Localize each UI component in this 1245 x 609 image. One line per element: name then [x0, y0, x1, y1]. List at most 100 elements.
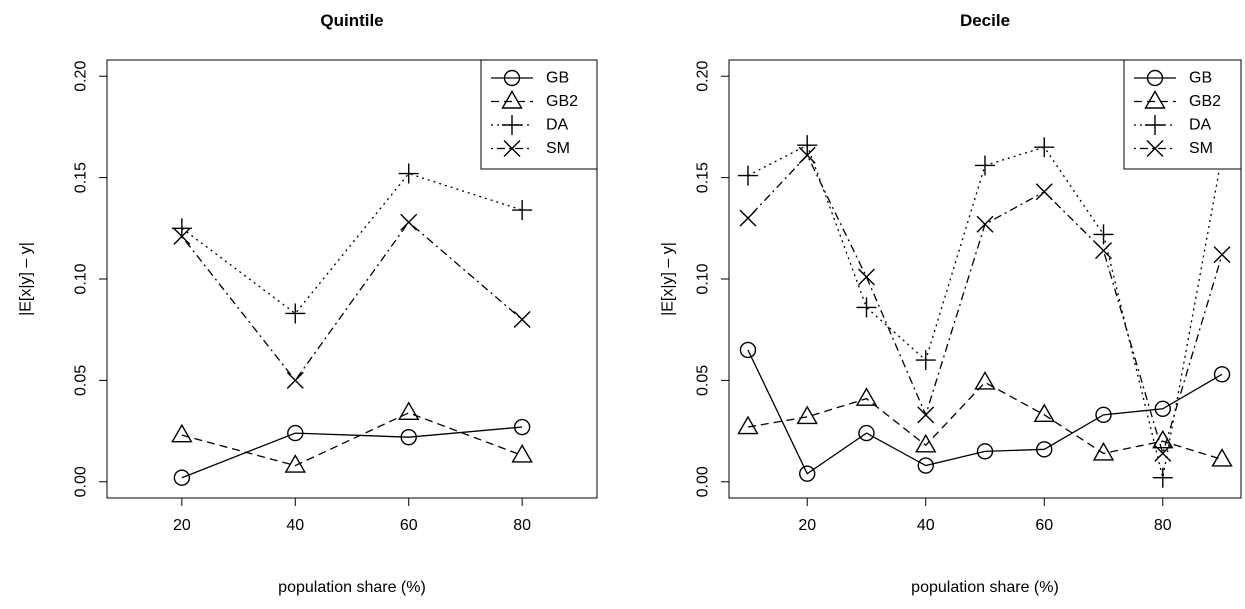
- point-gb-1: [287, 424, 304, 442]
- series-gb2: [737, 371, 1233, 467]
- legend-label-da: DA: [1189, 117, 1212, 134]
- x-axis-label: population share (%): [278, 579, 426, 596]
- y-axis: 0.00 0.05 0.10 0.15 0.20: [695, 61, 729, 497]
- x-tick-label: 20: [798, 517, 816, 534]
- series-sm: [173, 213, 531, 389]
- series-gb: [739, 341, 1231, 482]
- point-gb2-3: [915, 433, 937, 453]
- legend-marker-gb: [503, 69, 521, 87]
- point-da-2: [856, 297, 877, 318]
- legend-label-sm: SM: [546, 140, 570, 157]
- point-sm-3: [513, 311, 531, 329]
- series-line-da: [747, 144, 1223, 478]
- legend-label-gb2: GB2: [1189, 93, 1221, 110]
- point-sm-2: [857, 268, 875, 286]
- series-da: [737, 135, 1233, 488]
- chart-panel-quintile: Quintile population share (%) |E[x|y] – y|…: [18, 11, 598, 596]
- point-sm-7: [1154, 444, 1172, 462]
- point-gb2-0: [171, 423, 193, 443]
- point-sm-6: [1095, 242, 1113, 260]
- series-line-gb: [747, 349, 1223, 475]
- point-gb-2: [858, 424, 875, 442]
- series-line-sm: [747, 154, 1223, 456]
- legend: GB GB2 DA SM: [1123, 59, 1242, 170]
- point-gb-0: [173, 469, 191, 486]
- point-gb2-2: [398, 401, 420, 421]
- point-gb-4: [976, 443, 994, 460]
- chart-title: Quintile: [320, 11, 383, 30]
- x-axis-label: population share (%): [911, 579, 1059, 596]
- point-da-2: [398, 163, 419, 184]
- point-da-7: [1152, 467, 1173, 488]
- point-gb-3: [513, 418, 531, 436]
- legend-marker-da: [1145, 115, 1165, 135]
- series-gb: [173, 418, 531, 486]
- series-line-sm: [181, 221, 523, 382]
- point-gb2-8: [1211, 448, 1233, 467]
- x-tick-label: 40: [286, 517, 304, 534]
- legend-marker-gb2: [501, 90, 523, 109]
- y-tick-label: 0.10: [695, 263, 712, 294]
- series-gb2: [171, 401, 533, 473]
- y-tick-label: 0.10: [73, 263, 90, 294]
- legend-marker-gb: [1146, 69, 1164, 87]
- chart-title: Decile: [960, 11, 1010, 30]
- series-da: [171, 163, 533, 324]
- point-gb2-0: [737, 415, 759, 435]
- legend-label-gb2: GB2: [546, 93, 578, 110]
- point-gb-2: [400, 428, 417, 446]
- point-gb2-6: [1092, 441, 1115, 461]
- y-tick-label: 0.05: [73, 365, 90, 396]
- point-gb2-1: [796, 405, 818, 425]
- point-gb2-2: [855, 387, 878, 406]
- series-sm: [739, 146, 1231, 462]
- y-tick-label: 0.05: [695, 365, 712, 396]
- y-tick-label: 0.15: [73, 162, 90, 193]
- point-gb-8: [1213, 366, 1231, 383]
- y-tick-label: 0.00: [695, 466, 712, 497]
- point-sm-1: [798, 146, 816, 164]
- legend-marker-da: [502, 115, 522, 135]
- x-axis: 20 40 60 80: [173, 497, 531, 534]
- point-da-1: [797, 135, 818, 156]
- y-axis: 0.00 0.05 0.10 0.15 0.20: [73, 61, 107, 497]
- point-sm-4: [976, 215, 994, 233]
- y-tick-label: 0.15: [695, 162, 712, 193]
- point-gb2-5: [1033, 403, 1055, 423]
- series-line-da: [181, 172, 523, 315]
- x-tick-label: 60: [1035, 517, 1053, 534]
- y-tick-label: 0.00: [73, 466, 90, 497]
- series-line-gb2: [181, 412, 523, 467]
- series-line-gb2: [747, 381, 1223, 461]
- point-gb2-3: [511, 444, 533, 463]
- x-axis: 20 40 60 80: [798, 497, 1172, 534]
- point-da-0: [737, 165, 758, 186]
- point-sm-0: [739, 209, 757, 227]
- point-gb-7: [1154, 400, 1171, 417]
- y-tick-label: 0.20: [73, 61, 90, 92]
- legend-marker-gb2: [1144, 90, 1166, 109]
- point-gb-3: [917, 457, 934, 474]
- point-gb-6: [1095, 406, 1112, 424]
- legend-box: [1123, 59, 1242, 170]
- legend-marker-sm: [1146, 140, 1164, 157]
- x-tick-label: 60: [400, 517, 418, 534]
- point-da-3: [915, 350, 936, 371]
- legend-label-sm: SM: [1189, 140, 1213, 157]
- legend-label-da: DA: [546, 117, 569, 134]
- point-da-6: [1093, 224, 1114, 245]
- point-gb-0: [739, 341, 757, 359]
- point-gb-5: [1036, 441, 1053, 458]
- point-da-3: [512, 200, 533, 221]
- series-line-gb: [181, 426, 523, 479]
- x-tick-label: 40: [917, 517, 935, 534]
- legend: GB GB2 DA SM: [480, 59, 598, 170]
- point-gb2-1: [284, 454, 306, 473]
- y-axis-label: |E[x|y] – y|: [660, 242, 677, 316]
- point-da-1: [285, 303, 306, 324]
- point-sm-2: [400, 213, 418, 231]
- x-tick-label: 80: [1154, 517, 1172, 534]
- y-axis-label: |E[x|y] – y|: [18, 242, 35, 316]
- point-sm-8: [1213, 246, 1231, 264]
